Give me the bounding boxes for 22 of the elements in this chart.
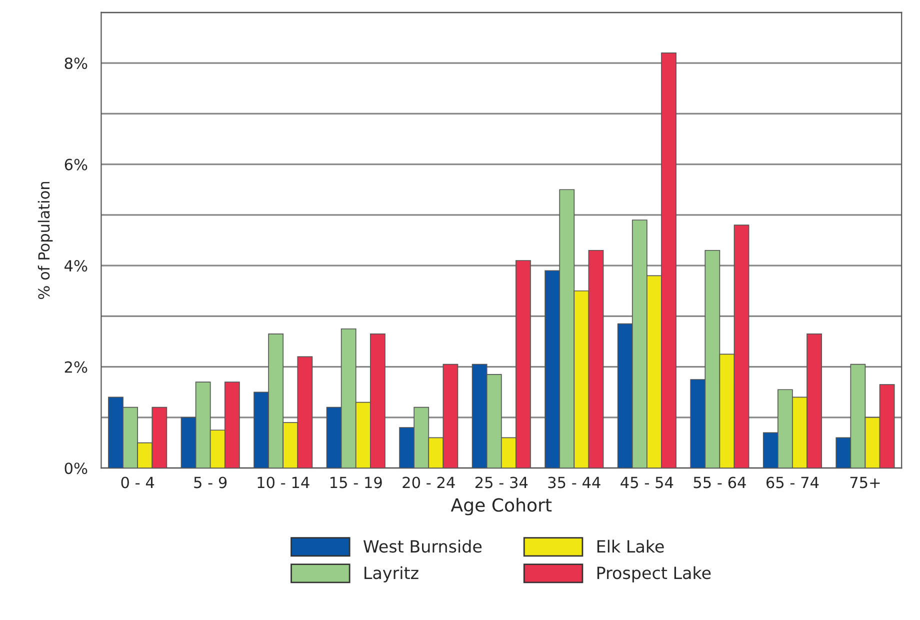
y-tick-label: 8%: [64, 58, 88, 70]
y-tick-label: 0%: [64, 462, 88, 474]
y-tick-label: 6%: [64, 158, 88, 170]
x-tick-label: 45 - 54: [620, 476, 674, 488]
legend-label: Elk Lake: [597, 540, 664, 553]
y-axis-title: % of Population: [38, 182, 53, 300]
legend-label: Layritz: [364, 566, 418, 582]
x-tick-label: 35 - 44: [548, 476, 600, 488]
x-tick-label: 15 - 19: [330, 476, 382, 488]
x-tick-label: 5 - 9: [194, 476, 227, 488]
x-axis-title: Age Cohort: [450, 498, 552, 516]
y-tick-label: 4%: [64, 260, 88, 272]
x-tick-label: 10 - 14: [258, 476, 310, 488]
x-tick-label: 55 - 64: [694, 476, 746, 488]
legend-label: Prospect Lake: [597, 566, 711, 582]
x-tick-label: 25 - 34: [475, 476, 528, 488]
legend-label: West Burnside: [363, 540, 482, 553]
y-tick-label: 2%: [64, 361, 88, 373]
x-tick-label: 0 - 4: [121, 476, 154, 488]
x-tick-label: 20 - 24: [402, 476, 455, 488]
x-tick-label: 75+: [850, 476, 880, 488]
x-tick-label: 65 - 74: [766, 476, 819, 488]
